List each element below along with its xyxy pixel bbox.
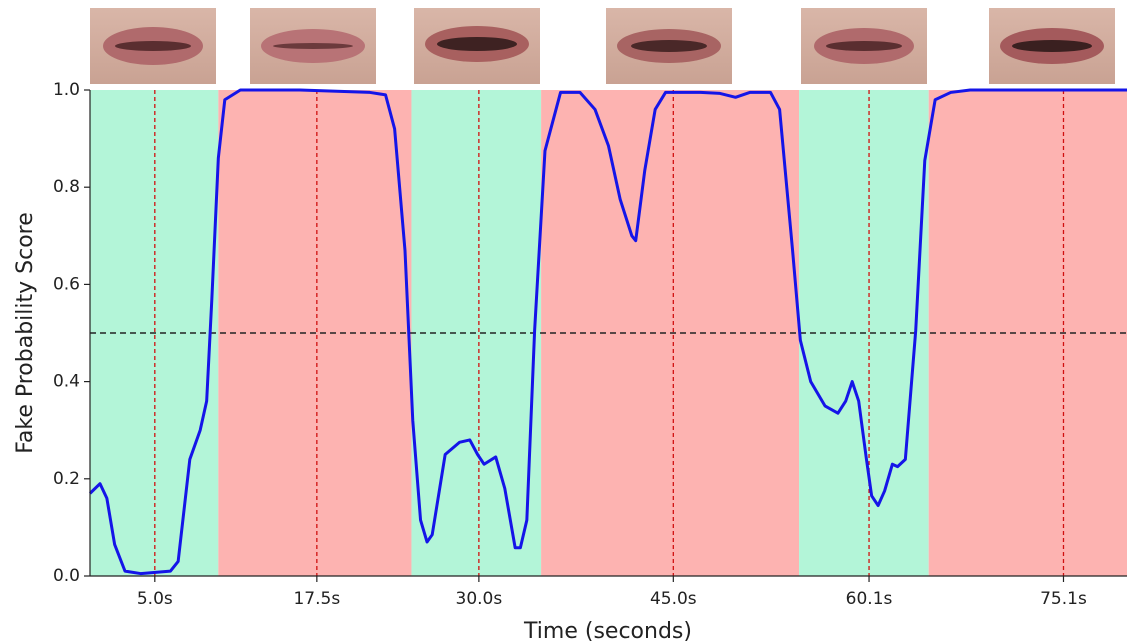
x-tick-label: 60.1s xyxy=(846,589,893,609)
x-tick-label: 17.5s xyxy=(293,589,340,609)
region xyxy=(928,90,1127,576)
y-axis-label: Fake Probability Score xyxy=(13,212,38,454)
lip-thumbnails xyxy=(90,8,1115,84)
thumbnail xyxy=(414,8,540,84)
score-line xyxy=(88,88,1127,576)
x-tick-label: 75.1s xyxy=(1040,589,1087,609)
y-tick-label: 0.6 xyxy=(53,274,80,294)
thumbnail xyxy=(989,8,1115,84)
y-tick-label: 0.8 xyxy=(53,177,80,197)
thumbnail xyxy=(90,8,216,84)
x-tick-label: 30.0s xyxy=(456,589,503,609)
thumbnail xyxy=(606,8,732,84)
thumbnail xyxy=(801,8,927,84)
x-tick-label: 5.0s xyxy=(137,589,173,609)
y-tick-label: 0.2 xyxy=(53,469,80,489)
y-tick-label: 1.0 xyxy=(53,80,80,100)
y-tick-label: 0.4 xyxy=(53,372,80,392)
thumbnail xyxy=(250,8,376,84)
x-tick-label: 45.0s xyxy=(650,589,697,609)
y-tick-label: 0.0 xyxy=(53,566,80,586)
x-axis-label: Time (seconds) xyxy=(523,619,692,644)
